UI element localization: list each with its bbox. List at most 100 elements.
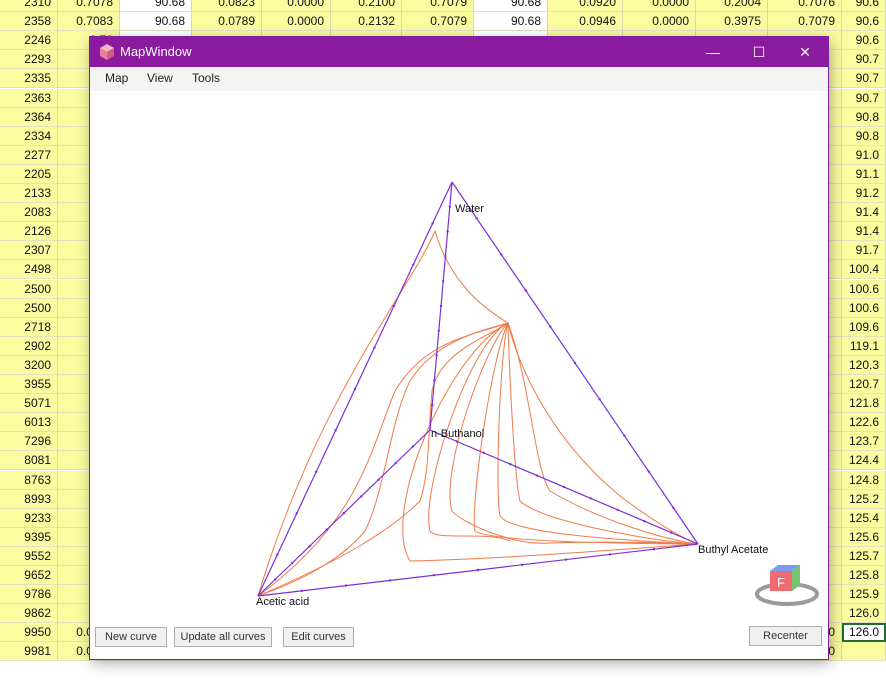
sheet-cell[interactable]: 2358	[0, 12, 58, 32]
sheet-cell[interactable]: 2363	[0, 88, 58, 108]
sheet-cell[interactable]: 8993	[0, 489, 58, 509]
sheet-cell[interactable]: 0.0000	[262, 0, 331, 12]
sheet-cell[interactable]: 90.6	[842, 31, 886, 51]
sheet-cell[interactable]: 91.4	[842, 203, 886, 223]
sheet-cell[interactable]: 2307	[0, 241, 58, 261]
sheet-cell[interactable]: 0.7079	[402, 0, 474, 12]
sheet-cell[interactable]: 9395	[0, 527, 58, 547]
sheet-cell[interactable]: 91.1	[842, 164, 886, 184]
minimize-button[interactable]: —	[706, 44, 720, 60]
sheet-cell[interactable]: 2277	[0, 145, 58, 165]
sheet-cell[interactable]: 0.0823	[192, 0, 262, 12]
sheet-cell[interactable]: 123.7	[842, 432, 886, 452]
sheet-cell[interactable]: 122.6	[842, 413, 886, 433]
sheet-cell[interactable]: 125.6	[842, 527, 886, 547]
update-all-curves-button[interactable]: Update all curves	[174, 627, 272, 647]
sheet-cell[interactable]: 90.6	[842, 0, 886, 12]
sheet-cell[interactable]: 5071	[0, 394, 58, 414]
sheet-cell[interactable]: 0.0000	[262, 12, 331, 32]
orientation-cube-icon[interactable]: F	[755, 565, 819, 606]
sheet-cell[interactable]: 9950	[0, 623, 58, 643]
sheet-cell[interactable]: 9652	[0, 566, 58, 585]
sheet-cell[interactable]: 2205	[0, 164, 58, 184]
sheet-cell[interactable]: 125.4	[842, 508, 886, 528]
sheet-cell[interactable]: 100.4	[842, 260, 886, 280]
close-button[interactable]: ✕	[799, 44, 811, 60]
sheet-cell[interactable]: 7296	[0, 432, 58, 452]
sheet-cell[interactable]: 2500	[0, 279, 58, 299]
sheet-cell[interactable]: 2334	[0, 126, 58, 146]
sheet-cell[interactable]: 0.0920	[548, 0, 623, 12]
recenter-button[interactable]: Recenter	[749, 626, 822, 646]
sheet-cell[interactable]: 0.2100	[331, 0, 402, 12]
sheet-cell[interactable]: 100.6	[842, 279, 886, 299]
sheet-cell[interactable]: 90.68	[474, 12, 548, 32]
sheet-cell[interactable]: 91.2	[842, 184, 886, 203]
sheet-cell[interactable]: 0.0789	[192, 12, 262, 32]
sheet-cell[interactable]: 8763	[0, 470, 58, 490]
sheet-cell[interactable]: 9552	[0, 546, 58, 566]
sheet-cell[interactable]: 2133	[0, 184, 58, 203]
edit-curves-button[interactable]: Edit curves	[283, 627, 354, 647]
sheet-cell[interactable]: 119.1	[842, 336, 886, 356]
sheet-cell[interactable]: 0.2004	[696, 0, 768, 12]
sheet-cell[interactable]: 0.7079	[768, 12, 842, 32]
sheet-cell[interactable]: 2083	[0, 203, 58, 223]
sheet-cell[interactable]: 90.7	[842, 69, 886, 89]
sheet-cell[interactable]: 0.3975	[696, 12, 768, 32]
menu-view[interactable]: View	[147, 71, 173, 85]
sheet-cell[interactable]: 121.8	[842, 394, 886, 414]
sheet-cell[interactable]: 0.7078	[58, 0, 120, 12]
sheet-cell[interactable]: 0.0946	[548, 12, 623, 32]
maximize-button[interactable]: ☐	[752, 44, 766, 60]
sheet-cell[interactable]: 91.4	[842, 222, 886, 242]
title-bar[interactable]: MapWindow — ☐ ✕	[90, 37, 828, 67]
sheet-cell[interactable]: 90.68	[120, 12, 192, 32]
sheet-cell[interactable]: 0.0000	[623, 0, 696, 12]
sheet-cell[interactable]: 0.7083	[58, 12, 120, 32]
sheet-cell[interactable]: 125.7	[842, 546, 886, 566]
sheet-cell[interactable]: 90.6	[842, 12, 886, 32]
ternary-map[interactable]: Water Acetic acid Buthyl Acetate n-Butha…	[90, 91, 828, 659]
sheet-cell[interactable]: 120.7	[842, 375, 886, 394]
sheet-cell[interactable]: 2335	[0, 69, 58, 89]
sheet-cell[interactable]: 9862	[0, 604, 58, 624]
sheet-cell[interactable]: 0.7079	[402, 12, 474, 32]
sheet-cell[interactable]: 2364	[0, 107, 58, 127]
sheet-cell[interactable]: 2500	[0, 298, 58, 318]
sheet-cell[interactable]: 8081	[0, 451, 58, 471]
sheet-cell[interactable]: 2498	[0, 260, 58, 280]
new-curve-button[interactable]: New curve	[95, 627, 167, 647]
sheet-cell[interactable]: 0.7076	[768, 0, 842, 12]
sheet-cell[interactable]: 124.8	[842, 470, 886, 490]
sheet-cell[interactable]: 3200	[0, 355, 58, 375]
sheet-cell[interactable]: 0.2132	[331, 12, 402, 32]
sheet-cell[interactable]: 9233	[0, 508, 58, 528]
sheet-cell[interactable]: 100.6	[842, 298, 886, 318]
sheet-cell[interactable]: 91.0	[842, 145, 886, 165]
sheet-cell[interactable]: 2310	[0, 0, 58, 12]
sheet-cell[interactable]: 125.2	[842, 489, 886, 509]
sheet-cell[interactable]: 90.68	[120, 0, 192, 12]
sheet-cell[interactable]: 2246	[0, 31, 58, 51]
sheet-cell[interactable]: 90.7	[842, 88, 886, 108]
sheet-cell[interactable]: 126.0	[842, 604, 886, 624]
sheet-cell[interactable]: 2126	[0, 222, 58, 242]
sheet-cell[interactable]: 90.68	[474, 0, 548, 12]
sheet-cell[interactable]: 120.3	[842, 355, 886, 375]
map-canvas[interactable]: Water Acetic acid Buthyl Acetate n-Butha…	[90, 91, 828, 659]
sheet-cell[interactable]: 2293	[0, 50, 58, 70]
sheet-cell[interactable]: 91.7	[842, 241, 886, 261]
sheet-cell[interactable]: 90.8	[842, 126, 886, 146]
sheet-cell[interactable]: 3955	[0, 375, 58, 394]
sheet-cell[interactable]: 125.9	[842, 585, 886, 605]
menu-map[interactable]: Map	[105, 71, 129, 85]
sheet-cell[interactable]: 2718	[0, 317, 58, 337]
sheet-cell[interactable]: 109.6	[842, 317, 886, 337]
sheet-cell[interactable]: 124.4	[842, 451, 886, 471]
sheet-cell[interactable]: 0.0000	[623, 12, 696, 32]
sheet-cell[interactable]: 2902	[0, 336, 58, 356]
sheet-cell[interactable]: 90.7	[842, 50, 886, 70]
menu-tools[interactable]: Tools	[192, 71, 221, 85]
sheet-cell[interactable]: 6013	[0, 413, 58, 433]
